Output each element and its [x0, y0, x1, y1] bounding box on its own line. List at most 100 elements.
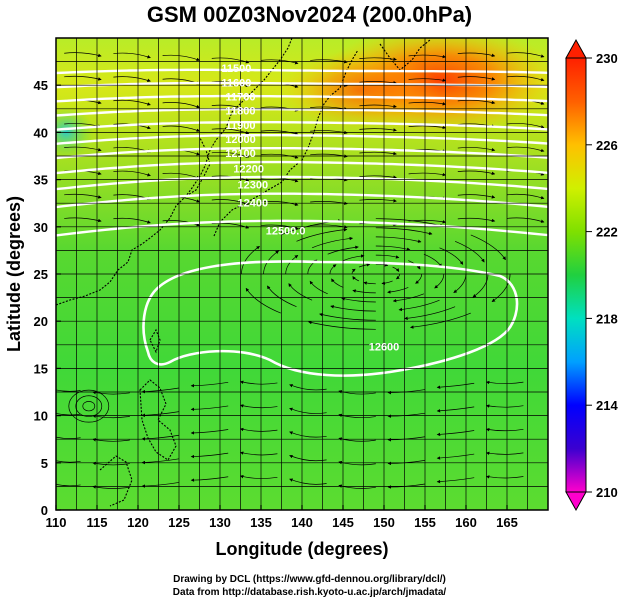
streamline — [56, 389, 81, 392]
streamline — [285, 255, 299, 275]
colorbar-tick-label: 210 — [596, 485, 618, 500]
streamline — [162, 220, 201, 227]
streamline — [434, 273, 445, 289]
streamline — [113, 217, 151, 224]
y-axis-ticks: 0 5 10 15 20 25 30 35 40 45 — [34, 78, 61, 518]
grid — [56, 38, 548, 510]
streamline — [457, 147, 496, 152]
streamline — [352, 289, 376, 294]
streamline — [75, 395, 103, 417]
streamline — [404, 306, 456, 321]
streamline — [408, 78, 447, 82]
streamline — [190, 429, 229, 435]
taiwan-coast — [149, 328, 161, 354]
contour-label: 11600 — [221, 77, 251, 89]
streamline — [239, 451, 278, 456]
streamline — [267, 285, 297, 308]
streamline — [436, 453, 475, 460]
contour-label: 12600 — [369, 342, 400, 354]
borneo-coast — [99, 455, 133, 507]
colorbar-tick-label: 218 — [596, 311, 618, 326]
streamline — [359, 175, 397, 179]
streamline — [162, 102, 201, 109]
x-tick-label: 145 — [332, 515, 354, 530]
streamline — [436, 406, 475, 413]
streamline — [56, 436, 81, 439]
streamline — [485, 380, 524, 385]
credit-text: Drawing by DCL (https://www.gfd-dennou.o… — [0, 573, 619, 599]
y-tick-label: 0 — [41, 503, 48, 518]
contour-labels: 11500 11600 11700 11800 11900 12000 12100 12200… — [221, 63, 399, 353]
streamline — [330, 305, 376, 312]
y-axis-label: Latitude (degrees) — [4, 196, 24, 352]
x-tick-label: 140 — [291, 515, 313, 530]
streamline — [341, 297, 376, 303]
streamline — [392, 266, 400, 272]
contour-label: 12000 — [225, 134, 256, 146]
streamline — [245, 287, 281, 314]
streamline — [359, 104, 397, 109]
streamline — [457, 99, 496, 105]
x-tick-label: 155 — [414, 515, 436, 530]
streamline — [381, 280, 393, 285]
streamline — [289, 431, 327, 438]
streamline — [375, 263, 389, 267]
contour-label: 11900 — [226, 120, 256, 132]
streamline — [392, 293, 425, 303]
streamline — [457, 76, 496, 81]
contour-label: 11500 — [221, 63, 251, 75]
streamline — [92, 390, 130, 395]
streamline — [82, 401, 96, 412]
streamline — [485, 475, 524, 479]
streamline — [311, 236, 354, 249]
colorbar-tick-label: 214 — [596, 398, 618, 413]
streamline — [359, 57, 397, 61]
streamline — [359, 128, 397, 132]
streamline — [485, 427, 524, 432]
streamline — [309, 280, 328, 295]
streamline — [56, 483, 81, 487]
streamline — [359, 151, 397, 156]
contour-label: 11800 — [226, 106, 256, 118]
y-tick-label: 20 — [34, 314, 48, 329]
streamline — [470, 234, 506, 261]
y-tick-label: 5 — [41, 456, 48, 471]
streamline — [64, 217, 102, 223]
streamline — [288, 283, 313, 301]
contour-label: 12100 — [225, 148, 256, 160]
streamline — [375, 254, 400, 259]
streamline — [68, 389, 110, 423]
streamline — [439, 247, 464, 265]
streamline — [485, 451, 524, 456]
streamline — [190, 381, 229, 388]
streamline — [454, 240, 485, 263]
streamline — [491, 273, 511, 302]
streamline — [92, 414, 130, 419]
y-tick-label: 35 — [34, 173, 48, 188]
streamline — [289, 384, 327, 391]
streamline — [239, 404, 278, 409]
streamline — [190, 452, 229, 459]
streamline — [363, 281, 376, 285]
streamline — [190, 476, 229, 482]
streamline — [113, 170, 151, 177]
streamline — [375, 236, 422, 243]
x-tick-label: 165 — [496, 515, 518, 530]
cool-region — [56, 106, 94, 158]
streamline — [457, 170, 496, 175]
streamline — [289, 478, 327, 485]
colorbar-top-arrow — [565, 38, 587, 59]
streamline — [436, 382, 475, 389]
x-tick-label: 110 — [46, 515, 67, 530]
streamline — [260, 201, 299, 206]
streamline — [457, 217, 496, 223]
streamline — [64, 75, 102, 81]
streamline — [387, 287, 409, 294]
streamline — [457, 194, 496, 199]
x-tick-label: 135 — [250, 515, 272, 530]
x-tick-label: 150 — [373, 515, 395, 530]
streamline — [408, 125, 447, 130]
streamline — [408, 172, 447, 177]
streamline — [162, 125, 201, 132]
streamline — [64, 52, 102, 58]
